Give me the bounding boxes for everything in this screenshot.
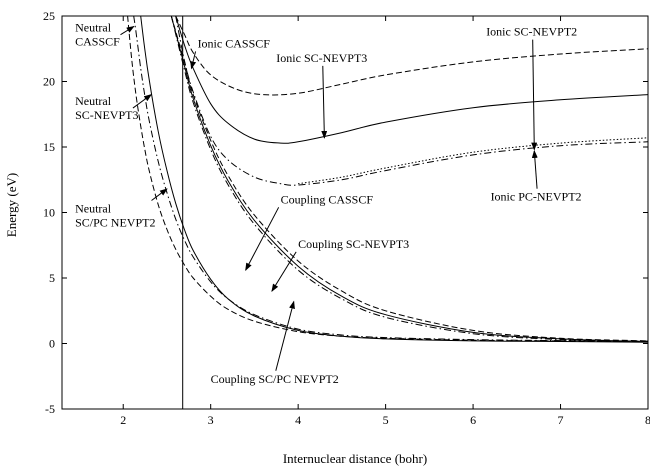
x-tick-label: 2 [120, 413, 126, 427]
annotation: Coupling SC/PC NEVPT2 [211, 300, 339, 386]
x-tick-label: 4 [295, 413, 301, 427]
annotation-arrow [245, 207, 280, 272]
annotation-arrow [531, 149, 538, 189]
y-tick-label: 0 [49, 337, 55, 351]
y-tick-label: 25 [43, 9, 55, 23]
annotation: Ionic SC-NEVPT3 [276, 51, 367, 139]
x-tick-label: 7 [558, 413, 564, 427]
annotation-label: Coupling SC-NEVPT3 [298, 237, 409, 251]
curve-neutral-casscf [127, 16, 648, 342]
x-tick-label: 8 [645, 413, 650, 427]
annotation-label: Ionic PC-NEVPT2 [491, 190, 582, 204]
curve-coupling-sc-nevpt3 [170, 16, 648, 342]
y-tick-label: 10 [43, 206, 55, 220]
annotation-label: CASSCF [75, 35, 120, 49]
annotation-arrow [190, 51, 197, 70]
annotation: Ionic CASSCF [190, 36, 271, 70]
annotation-label: Ionic SC-NEVPT2 [486, 25, 577, 39]
x-tick-label: 6 [470, 413, 476, 427]
y-tick-label: 20 [43, 75, 55, 89]
annotation-label: SC-NEVPT3 [75, 108, 138, 122]
y-axis-title: Energy (eV) [4, 173, 19, 237]
annotation-arrow [132, 94, 153, 109]
plot-border [61, 15, 649, 410]
annotation: Coupling SC-NEVPT3 [271, 237, 409, 292]
annotation: Ionic PC-NEVPT2 [491, 149, 582, 204]
curve-coupling-sc-pc-nevpt2 [170, 16, 648, 343]
curve-ionic-pc-nevpt2 [298, 137, 648, 185]
x-tick-label: 5 [383, 413, 389, 427]
annotation-label: Coupling SC/PC NEVPT2 [211, 372, 339, 386]
annotation-arrow [531, 39, 538, 151]
annotation-label: Ionic CASSCF [198, 36, 271, 50]
curve-ionic-sc-nevpt2 [175, 16, 648, 186]
annotation-label: Ionic SC-NEVPT3 [276, 51, 367, 65]
y-tick-label: 15 [43, 140, 55, 154]
annotation-label: Coupling CASSCF [281, 192, 374, 206]
x-axis-title: Internuclear distance (bohr) [283, 451, 427, 466]
curve-neutral-sc-nevpt3 [133, 16, 648, 342]
annotation-arrow [271, 251, 297, 292]
annotation-label: SC/PC NEVPT2 [75, 216, 155, 230]
annotation: Ionic SC-NEVPT2 [486, 25, 577, 151]
axis-ticks: 2 3 4 5 6 7 8 -5 0 5 10 15 20 25 [43, 9, 650, 427]
annotation-label: Neutral [75, 202, 112, 216]
annotations: NeutralCASSCFNeutralSC-NEVPT3NeutralSC/P… [75, 21, 581, 386]
annotation-arrow [321, 65, 328, 139]
annotation-label: Neutral [75, 94, 112, 108]
plot-frame [61, 15, 649, 410]
annotation-label: Neutral [75, 21, 112, 35]
y-tick-label: -5 [45, 402, 55, 416]
annotation: Coupling CASSCF [245, 192, 374, 272]
annotation-arrow [275, 300, 295, 371]
annotation-arrow [120, 25, 135, 36]
annotation-arrow [151, 188, 168, 201]
curves [127, 16, 648, 343]
curve-coupling-casscf [170, 16, 648, 342]
x-tick-label: 3 [208, 413, 214, 427]
curve-ionic-casscf [175, 16, 648, 96]
y-tick-label: 5 [49, 271, 55, 285]
curve-neutral-sc-pc-nevpt2 [140, 16, 648, 343]
